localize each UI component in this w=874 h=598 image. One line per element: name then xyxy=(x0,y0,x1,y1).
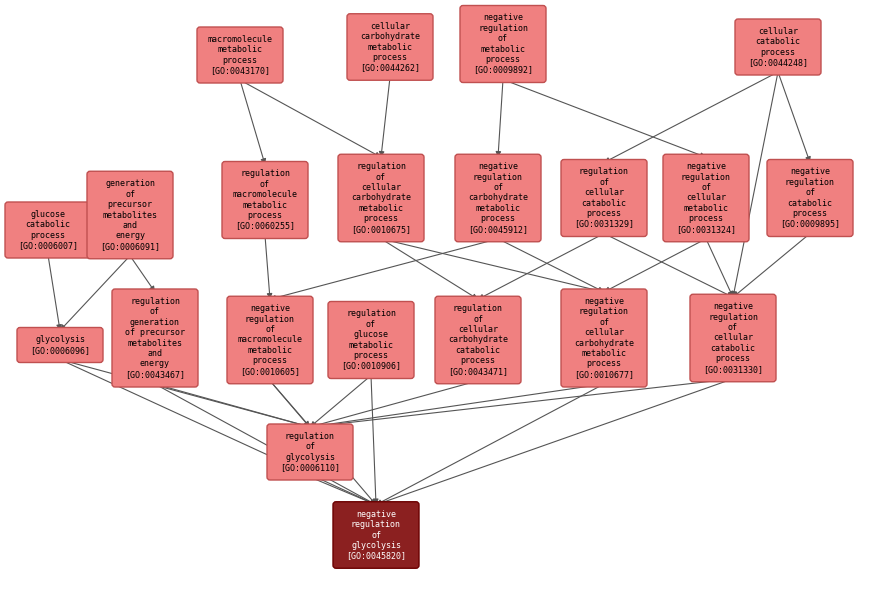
Text: negative
regulation
of
macromolecule
metabolic
process
[GO:0010605]: negative regulation of macromolecule met… xyxy=(238,304,302,376)
FancyBboxPatch shape xyxy=(5,202,91,258)
Text: negative
regulation
of
cellular
carbohydrate
metabolic
process
[GO:0010677]: negative regulation of cellular carbohyd… xyxy=(574,297,634,379)
FancyBboxPatch shape xyxy=(735,19,821,75)
FancyBboxPatch shape xyxy=(690,294,776,382)
Text: negative
regulation
of
cellular
metabolic
process
[GO:0031324]: negative regulation of cellular metaboli… xyxy=(676,162,736,234)
FancyBboxPatch shape xyxy=(222,161,308,239)
Text: cellular
catabolic
process
[GO:0044248]: cellular catabolic process [GO:0044248] xyxy=(748,27,808,67)
FancyBboxPatch shape xyxy=(17,328,103,362)
FancyBboxPatch shape xyxy=(267,424,353,480)
Text: regulation
of
generation
of precursor
metabolites
and
energy
[GO:0043467]: regulation of generation of precursor me… xyxy=(125,297,185,379)
Text: generation
of
precursor
metabolites
and
energy
[GO:0006091]: generation of precursor metabolites and … xyxy=(100,179,160,251)
Text: negative
regulation
of
catabolic
process
[GO:0009895]: negative regulation of catabolic process… xyxy=(780,167,840,228)
Text: regulation
of
glycolysis
[GO:0006110]: regulation of glycolysis [GO:0006110] xyxy=(280,432,340,472)
Text: regulation
of
macromolecule
metabolic
process
[GO:0060255]: regulation of macromolecule metabolic pr… xyxy=(232,169,297,230)
FancyBboxPatch shape xyxy=(227,296,313,384)
FancyBboxPatch shape xyxy=(561,160,647,236)
Text: negative
regulation
of
cellular
catabolic
process
[GO:0031330]: negative regulation of cellular cataboli… xyxy=(703,303,763,374)
Text: glucose
catabolic
process
[GO:0006007]: glucose catabolic process [GO:0006007] xyxy=(18,210,78,250)
Text: glycolysis
[GO:0006096]: glycolysis [GO:0006096] xyxy=(30,335,90,355)
FancyBboxPatch shape xyxy=(435,296,521,384)
Text: negative
regulation
of
glycolysis
[GO:0045820]: negative regulation of glycolysis [GO:00… xyxy=(346,509,406,560)
FancyBboxPatch shape xyxy=(328,301,414,379)
Text: negative
regulation
of
metabolic
process
[GO:0009892]: negative regulation of metabolic process… xyxy=(473,14,533,75)
FancyBboxPatch shape xyxy=(455,154,541,242)
FancyBboxPatch shape xyxy=(87,171,173,259)
FancyBboxPatch shape xyxy=(333,502,419,568)
Text: cellular
carbohydrate
metabolic
process
[GO:0044262]: cellular carbohydrate metabolic process … xyxy=(360,22,420,72)
FancyBboxPatch shape xyxy=(767,160,853,236)
Text: macromolecule
metabolic
process
[GO:0043170]: macromolecule metabolic process [GO:0043… xyxy=(207,35,273,75)
Text: regulation
of
cellular
carbohydrate
catabolic
process
[GO:0043471]: regulation of cellular carbohydrate cata… xyxy=(448,304,508,376)
FancyBboxPatch shape xyxy=(338,154,424,242)
FancyBboxPatch shape xyxy=(460,5,546,83)
Text: negative
regulation
of
carbohydrate
metabolic
process
[GO:0045912]: negative regulation of carbohydrate meta… xyxy=(468,162,528,234)
FancyBboxPatch shape xyxy=(112,289,198,387)
FancyBboxPatch shape xyxy=(347,14,433,80)
Text: regulation
of
glucose
metabolic
process
[GO:0010906]: regulation of glucose metabolic process … xyxy=(341,310,401,371)
Text: regulation
of
cellular
carbohydrate
metabolic
process
[GO:0010675]: regulation of cellular carbohydrate meta… xyxy=(351,162,411,234)
Text: regulation
of
cellular
catabolic
process
[GO:0031329]: regulation of cellular catabolic process… xyxy=(574,167,634,228)
FancyBboxPatch shape xyxy=(663,154,749,242)
FancyBboxPatch shape xyxy=(561,289,647,387)
FancyBboxPatch shape xyxy=(197,27,283,83)
